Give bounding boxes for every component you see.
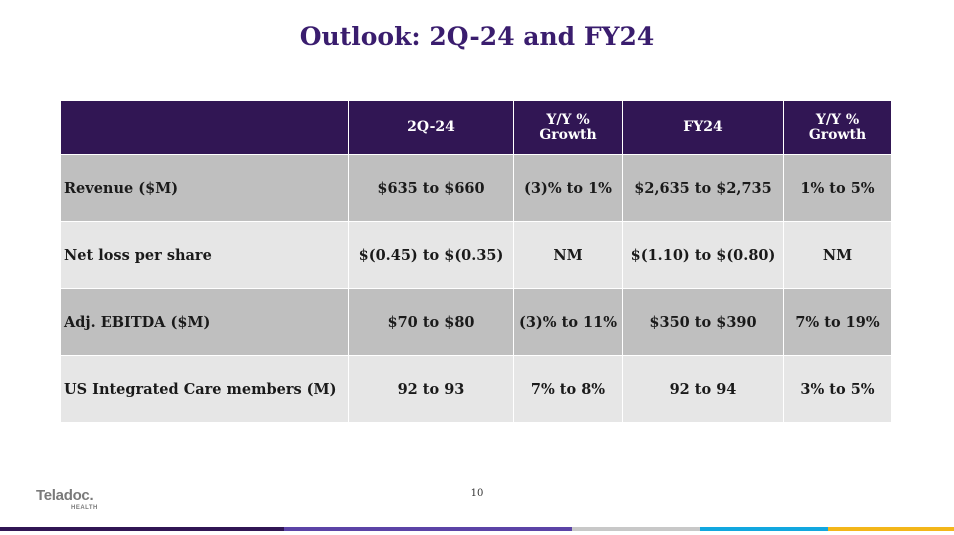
footer-color-bar [0,527,954,531]
header-yy-line1: Y/Y % [546,111,590,128]
logo-subtext: HEALTH [71,505,98,511]
header-2q24: 2Q-24 [348,100,514,155]
footer-segment-5 [828,527,954,531]
cell-fy24-growth: NM [783,221,892,289]
cell-fy24-growth: 3% to 5% [783,355,892,423]
cell-2q24: 92 to 93 [348,355,514,423]
footer-segment-4 [700,527,828,531]
row-label: Net loss per share [60,221,349,289]
header-yy-line2: Growth [539,126,597,143]
cell-fy24: $2,635 to $2,735 [622,154,784,222]
header-yy-growth-2q: Y/Y % Growth [513,100,623,155]
row-label: US Integrated Care members (M) [60,355,349,423]
cell-fy24: $(1.10) to $(0.80) [622,221,784,289]
teladoc-logo: Teladoc. HEALTH [36,487,116,515]
header-yy-line1: Y/Y % [815,111,860,128]
row-label: Revenue ($M) [60,154,349,222]
header-empty-cell [60,100,349,155]
header-fy24: FY24 [622,100,784,155]
cell-2q24-growth: (3)% to 11% [513,288,623,356]
logo-wordmark: Teladoc. [36,487,94,504]
cell-2q24: $635 to $660 [348,154,514,222]
cell-2q24-growth: (3)% to 1% [513,154,623,222]
cell-fy24: $350 to $390 [622,288,784,356]
cell-2q24-growth: NM [513,221,623,289]
header-yy-growth-fy: Y/Y % Growth [783,100,892,155]
table-row-members: US Integrated Care members (M) 92 to 93 … [60,355,892,423]
footer-segment-1 [0,527,284,531]
table-header-row: 2Q-24 Y/Y % Growth FY24 Y/Y % Growth [60,100,892,155]
footer-segment-2 [284,527,572,531]
footer-segment-3 [572,527,700,531]
slide-title: Outlook: 2Q-24 and FY24 [299,22,655,51]
page-number: 10 [470,488,484,499]
table-row-net-loss: Net loss per share $(0.45) to $(0.35) NM… [60,221,892,289]
outlook-table: 2Q-24 Y/Y % Growth FY24 Y/Y % Growth Rev… [60,100,892,423]
row-label: Adj. EBITDA ($M) [60,288,349,356]
header-yy-line2: Growth [808,126,867,143]
cell-2q24: $70 to $80 [348,288,514,356]
cell-fy24-growth: 1% to 5% [783,154,892,222]
cell-2q24-growth: 7% to 8% [513,355,623,423]
table-row-adj-ebitda: Adj. EBITDA ($M) $70 to $80 (3)% to 11% … [60,288,892,356]
cell-2q24: $(0.45) to $(0.35) [348,221,514,289]
cell-fy24-growth: 7% to 19% [783,288,892,356]
cell-fy24: 92 to 94 [622,355,784,423]
table-row-revenue: Revenue ($M) $635 to $660 (3)% to 1% $2,… [60,154,892,222]
